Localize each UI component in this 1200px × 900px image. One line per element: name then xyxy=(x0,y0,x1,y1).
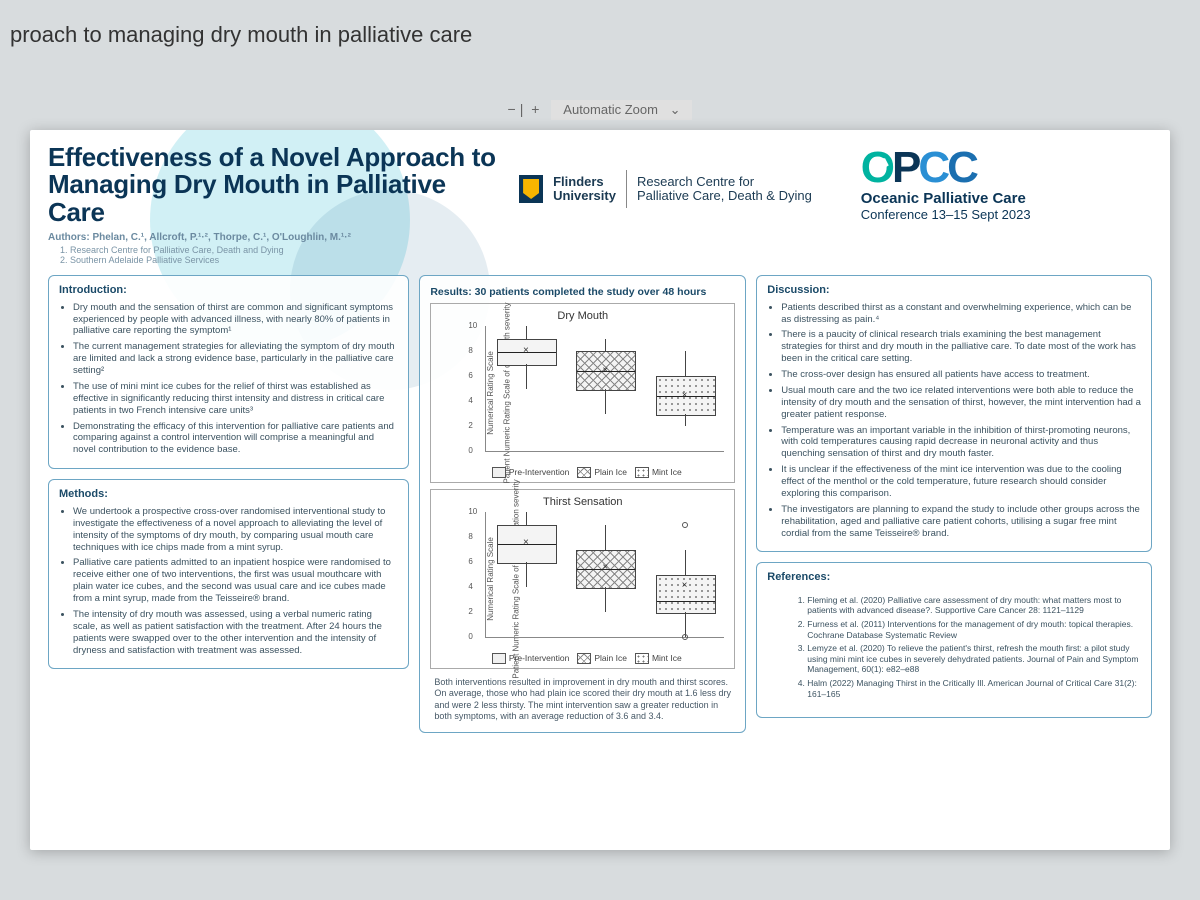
list-item: The current management strategies for al… xyxy=(73,341,398,377)
methods-list: We undertook a prospective cross-over ra… xyxy=(73,506,398,657)
zoom-in-button[interactable]: + xyxy=(531,101,539,117)
list-item: The intensity of dry mouth was assessed,… xyxy=(73,609,398,657)
conference-block: OPCC Oceanic Palliative Care Conference … xyxy=(861,144,1152,222)
affiliation-1: 1. Research Centre for Palliative Care, … xyxy=(60,245,501,255)
list-item: Fleming et al. (2020) Palliative care as… xyxy=(807,595,1141,616)
methods-card: Methods: We undertook a prospective cros… xyxy=(48,479,409,669)
list-item: We undertook a prospective cross-over ra… xyxy=(73,506,398,554)
conference-name: Oceanic Palliative Care xyxy=(861,190,1152,207)
affiliation-logo-block: Flinders University Research Centre for … xyxy=(519,144,843,208)
list-item: Demonstrating the efficacy of this inter… xyxy=(73,421,398,457)
list-item: The use of mini mint ice cubes for the r… xyxy=(73,381,398,417)
chart-dry-mouth: Dry MouthPatient Numeric Rating Scale of… xyxy=(430,303,735,483)
list-item: It is unclear if the effectiveness of th… xyxy=(781,464,1141,500)
page-title-fragment: proach to managing dry mouth in palliati… xyxy=(10,22,472,48)
results-card: Results: 30 patients completed the study… xyxy=(419,275,746,733)
list-item: Usual mouth care and the two ice related… xyxy=(781,385,1141,421)
discussion-list: Patients described thirst as a constant … xyxy=(781,302,1141,540)
list-item: Halm (2022) Managing Thirst in the Criti… xyxy=(807,678,1141,699)
zoom-toolbar: −| + Automatic Zoom ⌄ xyxy=(0,100,1200,120)
list-item: Patients described thirst as a constant … xyxy=(781,302,1141,326)
references-card: References: Fleming et al. (2020) Pallia… xyxy=(756,562,1152,717)
chevron-down-icon: ⌄ xyxy=(670,102,681,117)
discussion-heading: Discussion: xyxy=(767,284,1141,298)
list-item: The cross-over design has ensured all pa… xyxy=(781,369,1141,381)
intro-heading: Introduction: xyxy=(59,284,398,298)
university-name: Flinders University xyxy=(553,175,616,204)
list-item: Palliative care patients admitted to an … xyxy=(73,557,398,605)
affiliation-2: 2. Southern Adelaide Palliative Services xyxy=(60,255,501,265)
authors-line: Authors: Phelan, C.¹, Allcroft, P.¹·², T… xyxy=(48,232,501,243)
results-heading: Results: 30 patients completed the study… xyxy=(430,286,706,298)
references-heading: References: xyxy=(767,571,1141,585)
divider xyxy=(626,170,627,208)
conference-date: Conference 13–15 Sept 2023 xyxy=(861,207,1152,222)
chart-thirst: Thirst SensationPatient Numeric Rating S… xyxy=(430,489,735,669)
introduction-card: Introduction: Dry mouth and the sensatio… xyxy=(48,275,409,469)
zoom-select-label: Automatic Zoom xyxy=(563,102,658,117)
list-item: Dry mouth and the sensation of thirst ar… xyxy=(73,302,398,338)
list-item: There is a paucity of clinical research … xyxy=(781,329,1141,365)
methods-heading: Methods: xyxy=(59,488,398,502)
list-item: The investigators are planning to expand… xyxy=(781,504,1141,540)
results-footer: Both interventions resulted in improveme… xyxy=(430,675,735,724)
flinders-shield-icon xyxy=(519,175,543,203)
list-item: Temperature was an important variable in… xyxy=(781,425,1141,461)
research-centre-name: Research Centre for Palliative Care, Dea… xyxy=(637,175,812,204)
zoom-out-button[interactable]: − xyxy=(508,101,516,117)
list-item: Lemyze et al. (2020) To relieve the pati… xyxy=(807,643,1141,675)
poster-title: Effectiveness of a Novel Approach to Man… xyxy=(48,144,501,226)
discussion-card: Discussion: Patients described thirst as… xyxy=(756,275,1152,553)
intro-list: Dry mouth and the sensation of thirst ar… xyxy=(73,302,398,457)
references-list: Fleming et al. (2020) Palliative care as… xyxy=(767,595,1141,700)
zoom-select[interactable]: Automatic Zoom ⌄ xyxy=(551,100,692,120)
list-item: Furness et al. (2011) Interventions for … xyxy=(807,619,1141,640)
opcc-logo: OPCC xyxy=(861,148,1152,188)
poster: Effectiveness of a Novel Approach to Man… xyxy=(30,130,1170,850)
